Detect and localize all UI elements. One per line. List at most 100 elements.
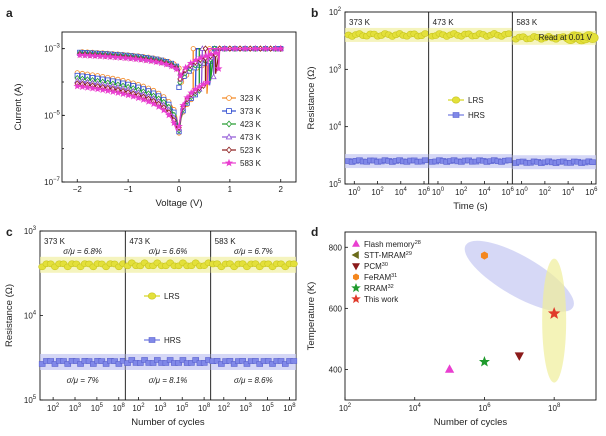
xtick-label-c-exp: 8 <box>207 403 211 409</box>
xtick-label-d-exp: 4 <box>418 403 422 409</box>
highlight-ellipse-yellow <box>542 258 567 383</box>
hrs-point-c <box>102 361 110 367</box>
hrs-point-c <box>230 361 238 367</box>
hrs-point-b <box>505 157 513 164</box>
legend-label-c: HRS <box>164 336 181 345</box>
ytick-label-c-exp: 4 <box>33 311 37 317</box>
marker-a <box>170 118 178 127</box>
legend-name-d: Flash memory <box>364 240 415 249</box>
ytick-label-a: 10−3 <box>44 44 60 54</box>
xtick-label-b-base: 10 <box>562 188 571 197</box>
hrs-point-c <box>85 358 93 364</box>
legend-label-d: Flash memory28 <box>364 240 421 249</box>
marker-a <box>142 56 150 64</box>
xtick-label-b-exp: 6 <box>510 187 514 193</box>
xtick-label-b-exp: 0 <box>357 187 361 193</box>
legend-ref-d: 32 <box>388 284 394 290</box>
marker-a <box>271 44 280 52</box>
marker-a <box>119 89 127 98</box>
cv-hrs-c: σ/μ = 7% <box>67 376 99 385</box>
xtick-label-d-exp: 6 <box>487 403 491 409</box>
xtick-label-d-base: 10 <box>548 404 557 413</box>
hrs-point-c <box>90 361 97 367</box>
cv-prefix: σ/μ = <box>234 247 255 256</box>
legend-label-b: LRS <box>468 96 484 105</box>
xtick-label-c-base: 10 <box>283 404 292 413</box>
xtick-label-c-exp: 5 <box>100 403 104 409</box>
xtick-label-c-base: 10 <box>132 404 141 413</box>
hrs-point-b <box>589 159 596 166</box>
marker-a <box>93 85 102 93</box>
xtick-label-c-base: 10 <box>47 404 56 413</box>
segment-label-c: 373 K <box>44 237 66 246</box>
legend-marker-d <box>352 273 360 281</box>
hrs-point-c <box>277 358 285 364</box>
marker-a <box>144 97 153 105</box>
xtick-label-d: 106 <box>478 403 491 413</box>
legend-name-d: This work <box>364 295 399 304</box>
ytick-label-b: 102 <box>329 7 342 17</box>
marker-a <box>129 92 138 100</box>
ytick-label-b-exp: 2 <box>338 7 342 13</box>
marker-a <box>147 57 155 65</box>
legend-label-a: 523 K <box>240 146 262 155</box>
ytick-label-b-base: 10 <box>329 8 338 17</box>
ylabel-c: Resistance (Ω) <box>4 284 15 347</box>
cv-prefix: σ/μ = <box>149 247 170 256</box>
hrs-point-c <box>192 357 199 363</box>
marker-a <box>126 54 135 62</box>
hrs-point-c <box>141 357 148 363</box>
legend-label-b: HRS <box>468 111 485 120</box>
legend-name-d: PCM <box>364 262 382 271</box>
cv-lrs-c: σ/μ = 6.8% <box>63 247 102 256</box>
ytick-label-b-exp: 5 <box>338 179 342 185</box>
marker-a <box>190 46 196 52</box>
hrs-point-c <box>72 358 80 364</box>
hrs-point-c <box>124 360 131 366</box>
xtick-label-c-base: 10 <box>261 404 270 413</box>
xtick-label-b: 102 <box>371 187 384 197</box>
marker-a <box>106 52 115 61</box>
xtick-label-c-base: 10 <box>198 404 207 413</box>
marker-a <box>210 73 217 80</box>
legend-name-d: STT-MRAM <box>364 251 406 260</box>
xtick-label-b: 106 <box>502 187 515 197</box>
marker-a <box>162 60 171 68</box>
hrs-point-c <box>179 357 187 363</box>
ytick-label-c-base: 10 <box>24 312 33 321</box>
legend-ref-d: 29 <box>406 251 412 257</box>
marker-a <box>179 101 187 109</box>
hrs-point-c <box>111 358 118 364</box>
xtick-label-b-exp: 4 <box>404 187 408 193</box>
xtick-label-c-base: 10 <box>218 404 227 413</box>
xtick-label-b-base: 10 <box>395 188 404 197</box>
marker-a <box>261 44 270 52</box>
ylabel-a: Current (A) <box>13 84 24 131</box>
ytick-label-a: 10−7 <box>44 177 60 187</box>
legend-marker-b <box>451 96 461 104</box>
ytick-label-a-exp: −5 <box>53 110 61 116</box>
xtick-label-b-base: 10 <box>432 188 441 197</box>
xtick-label-b-base: 10 <box>371 188 380 197</box>
ytick-label-b: 105 <box>329 179 342 189</box>
hrs-point-c <box>256 361 264 367</box>
legend-name-d: FeRAM <box>364 273 391 282</box>
ytick-label-b-base: 10 <box>329 180 338 189</box>
legend-name-d: RRAM <box>364 284 388 293</box>
cv-prefix: σ/μ = <box>67 376 88 385</box>
ytick-label-c: 103 <box>24 226 37 236</box>
xtick-label-b: 104 <box>562 187 575 197</box>
ytick-label-c: 105 <box>24 395 37 405</box>
hrs-point-c <box>281 361 289 367</box>
hrs-point-c <box>162 360 170 366</box>
ylabel-d: Temperature (K) <box>306 282 317 351</box>
hrs-point-c <box>264 358 272 364</box>
ytick-label-c-base: 10 <box>24 227 33 236</box>
legend-marker-a <box>225 133 233 140</box>
hrs-point-c <box>218 361 225 367</box>
xtick-label-b-exp: 2 <box>548 187 552 193</box>
xtick-label-c-exp: 8 <box>292 403 296 409</box>
marker-a <box>116 53 125 61</box>
